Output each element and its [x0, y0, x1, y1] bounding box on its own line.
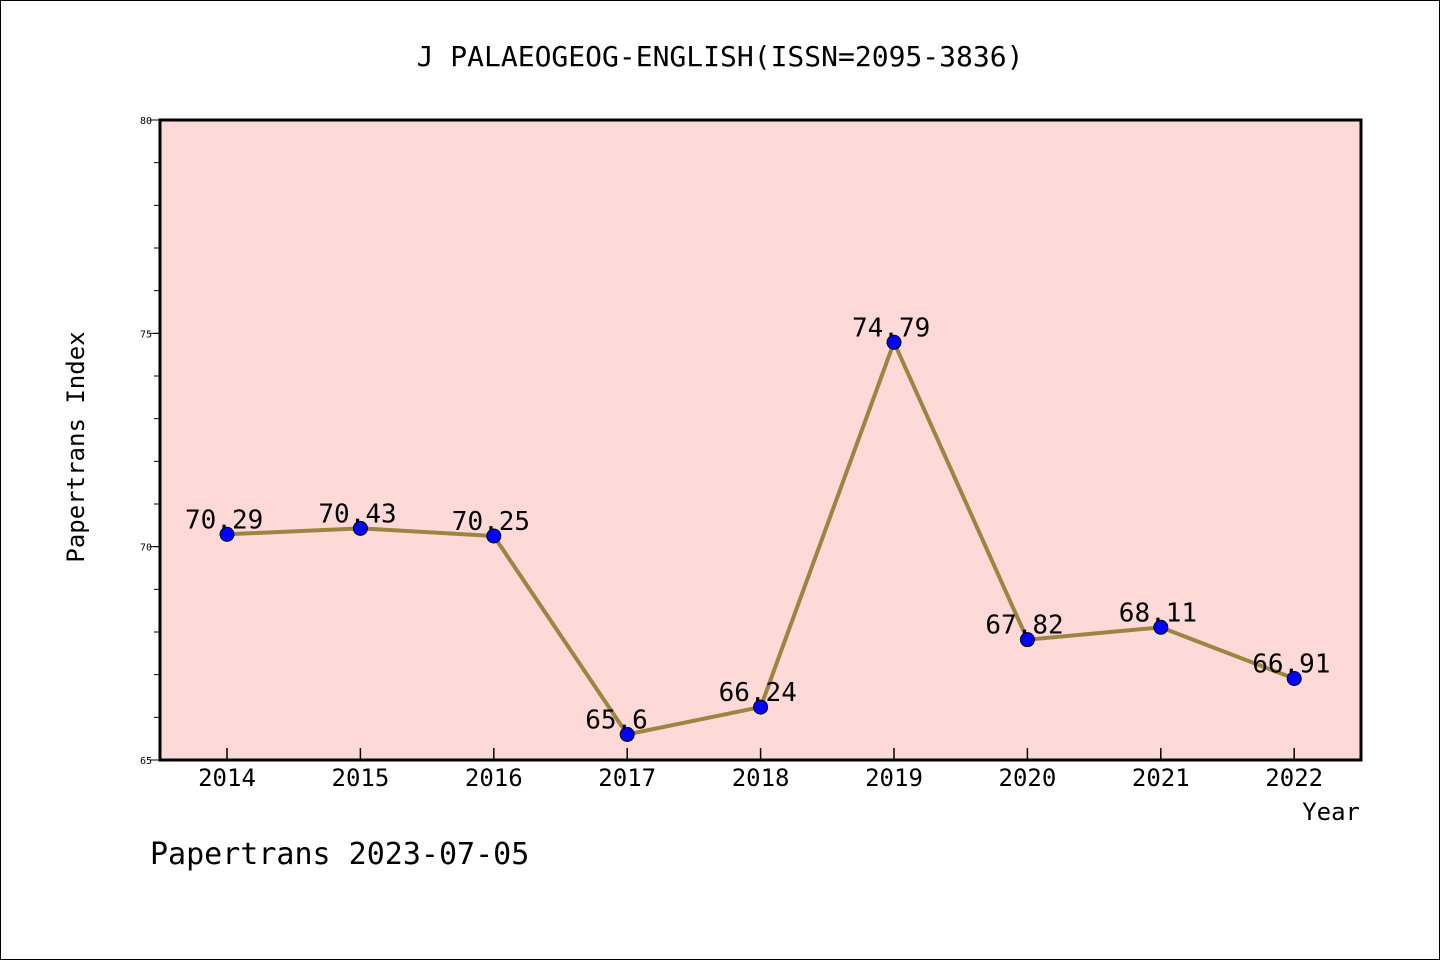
y-axis-ticks: 65 70 75 80: [140, 116, 160, 767]
data-label: 66.24: [719, 678, 797, 708]
y-tick-label: 80: [140, 116, 152, 127]
x-tick-label: 2020: [999, 764, 1057, 792]
data-labels: 70.29 70.43 70.25 65.6 66.24 74.79 67.82 68.11 6…: [185, 313, 1330, 735]
x-tick-label: 2021: [1132, 764, 1190, 792]
chart-title: J PALAEOGEOG-ENGLISH(ISSN=2095-3836): [417, 40, 1024, 73]
x-axis-ticks: 2014 2015 2016 2017 2018 2019 2020 2021 2022: [198, 748, 1323, 792]
data-label: 66.91: [1252, 650, 1330, 680]
data-point-marker: [886, 334, 902, 350]
x-tick-label: 2018: [732, 764, 790, 792]
data-point-marker: [1019, 632, 1035, 648]
footer-date-stamp: Papertrans 2023-07-05: [150, 837, 529, 872]
data-point-marker: [352, 520, 368, 536]
data-label: 70.29: [185, 505, 263, 535]
y-tick-label: 70: [140, 543, 152, 554]
data-label: 67.82: [985, 611, 1063, 641]
x-tick-label: 2017: [598, 764, 656, 792]
data-point-marker: [1153, 619, 1169, 635]
data-points: [219, 334, 1302, 742]
plot-border: [158, 118, 1363, 762]
y-tick-label: 65: [140, 756, 152, 767]
x-tick-label: 2014: [198, 764, 256, 792]
data-point-marker: [219, 526, 235, 542]
data-label: 65.6: [585, 705, 648, 735]
x-tick-label: 2019: [865, 764, 923, 792]
data-point-marker: [486, 528, 502, 544]
plot-area: [160, 120, 1361, 760]
x-tick-label: 2016: [465, 764, 523, 792]
x-axis-label: Year: [1302, 798, 1360, 826]
x-tick-label: 2022: [1265, 764, 1323, 792]
data-label: 68.11: [1119, 598, 1197, 628]
y-tick-label: 75: [140, 329, 152, 340]
data-point-marker: [1286, 671, 1302, 687]
data-label: 70.43: [318, 499, 396, 529]
data-label: 70.25: [452, 507, 530, 537]
data-point-marker: [619, 726, 635, 742]
data-label: 74.79: [852, 313, 930, 343]
data-point-marker: [753, 699, 769, 715]
y-axis-label: Papertrans Index: [62, 331, 90, 562]
x-tick-label: 2015: [332, 764, 390, 792]
